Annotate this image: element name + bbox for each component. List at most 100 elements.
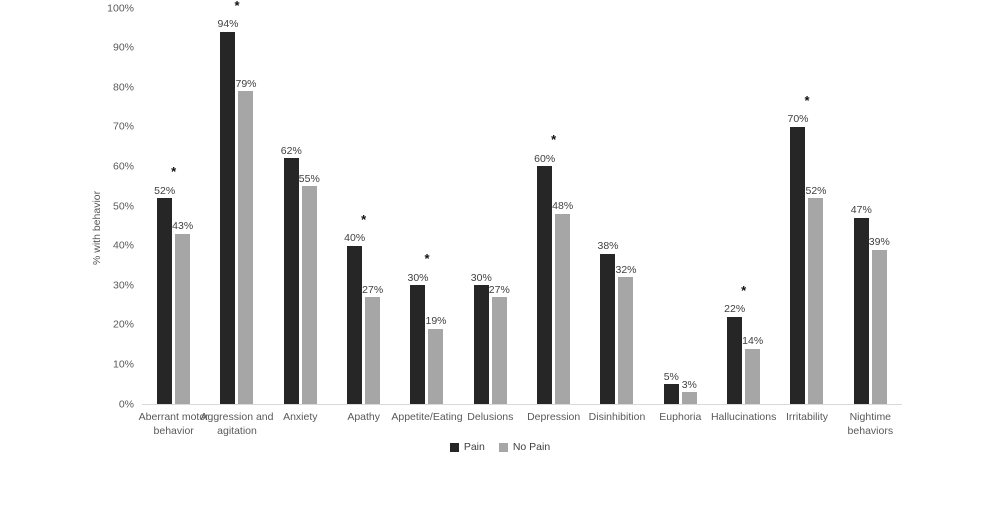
- x-category-label: Euphoria: [659, 411, 702, 423]
- value-label: 94%: [217, 18, 239, 31]
- bar-pain: 38%: [597, 241, 618, 404]
- y-tick-label: 70%: [112, 120, 134, 133]
- bar-pair: 38% 32%: [585, 8, 648, 404]
- bar-pair: 22% 14%: [712, 8, 775, 404]
- bar-pair: 30% 27%: [459, 8, 522, 404]
- legend-item-no-pain: No Pain: [498, 441, 551, 453]
- category-group-nightime-behaviors: 47% 39% Nightime behaviors: [839, 8, 902, 436]
- y-tick-label: 80%: [112, 80, 134, 93]
- bar-pain: 47%: [851, 205, 872, 404]
- value-label: 14%: [742, 335, 764, 348]
- x-category-label: Delusions: [467, 411, 514, 423]
- category-group-appetite-eating: 30% 19% * Appetite/Eating: [391, 8, 462, 423]
- bar-pain: 40%: [344, 233, 365, 404]
- value-label: 60%: [534, 152, 556, 165]
- value-label: 39%: [868, 236, 890, 249]
- bar-pain: 5%: [664, 372, 679, 404]
- bar-no-pain: 19%: [425, 316, 446, 404]
- value-label: 30%: [407, 271, 429, 284]
- x-category-label: Disinhibition: [588, 411, 646, 423]
- x-category-label: Anxiety: [283, 411, 318, 423]
- significance-marker: *: [804, 92, 810, 108]
- category-group-aggression-and-agitation: 94% 79% * Aggression and agitation: [201, 0, 274, 437]
- bar-pain: 62%: [281, 146, 302, 404]
- category-group-apathy: 40% 27% * Apathy: [332, 8, 395, 423]
- bar-pain: 22%: [724, 304, 745, 404]
- value-label: 52%: [805, 184, 827, 197]
- value-label: 27%: [488, 283, 510, 296]
- bar-no-pain: 27%: [362, 285, 383, 404]
- value-label: 27%: [362, 283, 384, 296]
- bar-pair: 5% 3%: [649, 8, 712, 404]
- legend-item-pain: Pain: [449, 441, 485, 453]
- legend-swatch-no-pain: [498, 442, 508, 452]
- bar-pair: 60% 48%: [522, 8, 585, 404]
- category-group-euphoria: 5% 3% Euphoria: [649, 8, 712, 423]
- category-group-anxiety: 62% 55% Anxiety: [269, 8, 332, 423]
- category-group-hallucinations: 22% 14% * Hallucinations: [711, 8, 776, 423]
- category-group-disinhibition: 38% 32% Disinhibition: [585, 8, 648, 423]
- y-tick-label: 20%: [112, 318, 134, 331]
- category-group-depression: 60% 48% * Depression: [522, 8, 585, 423]
- value-label: 70%: [787, 113, 809, 126]
- significance-marker: *: [361, 211, 367, 227]
- value-label: 43%: [172, 220, 194, 233]
- bar-pair: 62% 55%: [269, 8, 332, 404]
- category-group-irritability: 70% 52% * Irritability: [775, 8, 838, 423]
- bar-pain: 70%: [787, 114, 808, 404]
- value-label: 40%: [344, 232, 366, 245]
- bar-pain: 52%: [154, 186, 175, 404]
- value-label: 3%: [681, 378, 697, 391]
- y-axis: 0% 10% 20% 30% 40% 50% 60% 70% 80% 90% 100%: [84, 3, 134, 409]
- bar-no-pain: 14%: [742, 336, 763, 404]
- category-group-delusions: 30% 27% Delusions: [459, 8, 522, 423]
- x-category-label: Aggression and agitation: [200, 411, 274, 437]
- y-tick-label: 90%: [112, 41, 134, 54]
- bar-no-pain: 52%: [805, 186, 826, 404]
- category-group-aberrant-motor-behavior: 52% 43% * Aberrant motor behavior: [139, 8, 209, 437]
- x-category-label: Appetite/Eating: [391, 411, 463, 423]
- y-tick-label: 30%: [112, 278, 134, 291]
- bar-pair: 47% 39%: [839, 8, 902, 404]
- value-label: 55%: [298, 172, 320, 185]
- y-tick-label: 10%: [112, 358, 134, 371]
- bar-no-pain: 48%: [552, 201, 573, 404]
- value-label: 19%: [425, 315, 447, 328]
- bar-no-pain: 79%: [235, 79, 256, 404]
- bar-no-pain: 32%: [615, 265, 636, 404]
- bar-pain: 30%: [407, 273, 428, 404]
- legend-label: No Pain: [512, 441, 551, 453]
- y-tick-label: 50%: [112, 199, 134, 212]
- bar-pain: 94%: [217, 19, 238, 404]
- significance-marker: *: [171, 164, 177, 180]
- significance-marker: *: [741, 282, 747, 298]
- bar-no-pain: 27%: [489, 285, 510, 404]
- value-label: 48%: [552, 200, 574, 213]
- legend-swatch-pain: [449, 442, 459, 452]
- significance-marker: *: [424, 251, 430, 267]
- x-category-label: Apathy: [347, 411, 381, 423]
- legend-label: Pain: [463, 441, 485, 453]
- x-category-label: Aberrant motor behavior: [138, 411, 209, 437]
- x-category-label: Nightime behaviors: [847, 411, 894, 437]
- value-label: 79%: [235, 77, 257, 90]
- y-tick-label: 100%: [107, 1, 134, 14]
- bar-no-pain: 55%: [299, 174, 320, 404]
- x-category-label: Hallucinations: [710, 411, 777, 423]
- bar-pain: 60%: [534, 154, 555, 404]
- value-label: 30%: [470, 271, 492, 284]
- y-tick-label: 40%: [112, 239, 134, 252]
- legend: Pain No Pain: [0, 441, 1000, 453]
- value-label: 52%: [154, 184, 176, 197]
- value-label: 62%: [280, 144, 302, 157]
- plot-area: 52% 43% * Aberrant motor behavior 94% 79% * Agg…: [139, 0, 902, 437]
- y-tick-label: 0%: [118, 397, 134, 410]
- bar-pair: 70% 52%: [775, 8, 838, 404]
- bar-no-pain: 39%: [869, 237, 890, 404]
- value-label: 47%: [850, 204, 872, 217]
- bar-pair: 52% 43%: [142, 8, 205, 404]
- x-category-label: Depression: [527, 411, 581, 423]
- significance-marker: *: [234, 0, 240, 13]
- bar-pair: 30% 19%: [395, 8, 458, 404]
